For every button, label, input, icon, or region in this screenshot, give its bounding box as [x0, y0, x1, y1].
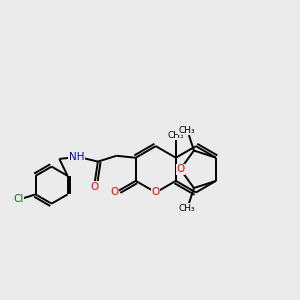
Text: O: O	[152, 188, 160, 197]
Text: O: O	[91, 182, 99, 192]
Text: O: O	[110, 187, 119, 197]
Text: CH₃: CH₃	[178, 204, 195, 213]
Text: CH₃: CH₃	[178, 126, 195, 135]
Text: O: O	[176, 164, 184, 174]
Text: NH: NH	[69, 152, 84, 162]
Text: Cl: Cl	[13, 194, 23, 204]
Text: CH₃: CH₃	[167, 131, 184, 140]
